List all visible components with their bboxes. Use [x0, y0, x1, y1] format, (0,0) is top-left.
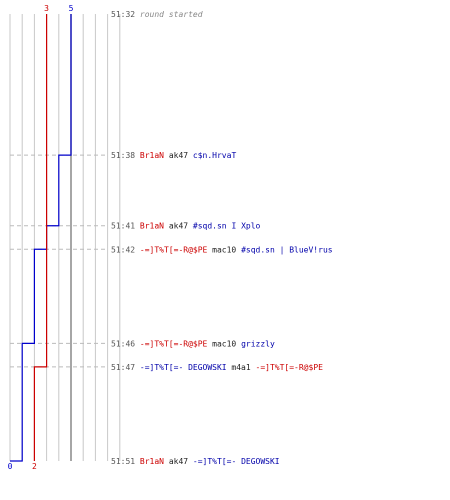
- event-weapon: mac10: [207, 245, 241, 254]
- event-label: 51:41 Br1aN ak47 #sqd.sn I Xplo: [111, 222, 261, 231]
- event-time: 51:51: [111, 457, 140, 466]
- blue-team-line: [10, 14, 72, 462]
- event-weapon: m4a1: [227, 363, 256, 372]
- event-time: 51:42: [111, 245, 140, 254]
- event-victim: -=]T%T[=- DEGOWSKI: [193, 457, 280, 466]
- event-label: 51:51 Br1aN ak47 -=]T%T[=- DEGOWSKI: [111, 457, 280, 466]
- event-label: 51:46 -=]T%T[=-R@$PE mac10 grizzly: [111, 339, 275, 348]
- blue-end-label: 0: [8, 462, 13, 471]
- event-time: 51:38: [111, 151, 140, 160]
- event-time: 51:32: [111, 10, 140, 19]
- event-label: 51:32 round started: [111, 10, 203, 19]
- event-label: 51:38 Br1aN ak47 c$n.HrvaT: [111, 151, 236, 160]
- event-killer: -=]T%T[=-R@$PE: [140, 245, 208, 254]
- event-victim: c$n.HrvaT: [193, 151, 237, 160]
- event-weapon: mac10: [207, 339, 241, 348]
- event-status: round started: [140, 10, 203, 19]
- event-time: 51:41: [111, 222, 140, 231]
- event-victim: #sqd.sn I Xplo: [193, 222, 261, 231]
- event-victim: #sqd.sn | BlueV!rus: [241, 245, 333, 254]
- event-killer: Br1aN: [140, 222, 164, 231]
- event-killer: Br1aN: [140, 457, 164, 466]
- event-victim: grizzly: [241, 339, 275, 348]
- blue-start-label: 5: [69, 4, 74, 13]
- event-weapon: ak47: [164, 222, 193, 231]
- event-label: 51:42 -=]T%T[=-R@$PE mac10 #sqd.sn | Blu…: [111, 245, 333, 254]
- event-weapon: ak47: [164, 151, 193, 160]
- event-killer: -=]T%T[=-R@$PE: [140, 339, 208, 348]
- red-start-label: 3: [44, 4, 49, 13]
- event-killer: -=]T%T[=- DEGOWSKI: [140, 363, 227, 372]
- event-victim: -=]T%T[=-R@$PE: [256, 363, 324, 372]
- event-label: 51:47 -=]T%T[=- DEGOWSKI m4a1 -=]T%T[=-R…: [111, 363, 323, 372]
- event-killer: Br1aN: [140, 151, 164, 160]
- event-time: 51:47: [111, 363, 140, 372]
- event-time: 51:46: [111, 339, 140, 348]
- red-end-label: 2: [32, 462, 37, 471]
- event-weapon: ak47: [164, 457, 193, 466]
- red-team-line: [33, 14, 48, 461]
